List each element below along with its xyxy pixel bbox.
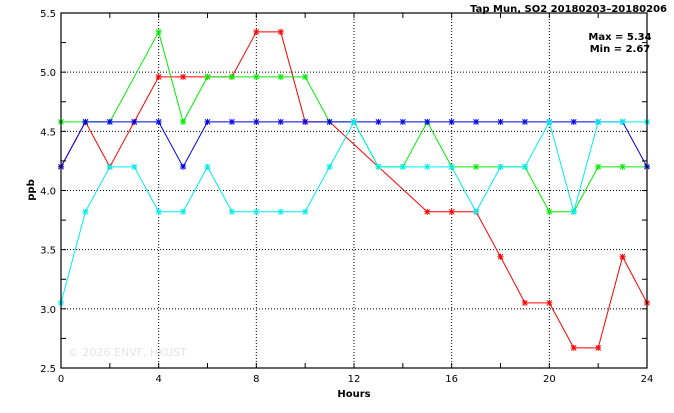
y-tick-label: 5.5 (40, 9, 56, 20)
y-axis-label: ppb (26, 179, 37, 200)
data-point-marker (326, 118, 333, 125)
data-point-marker (546, 299, 553, 306)
data-point-marker (473, 208, 480, 215)
x-tick-label: 8 (253, 374, 259, 385)
data-point-marker (302, 208, 309, 215)
data-point-marker (619, 253, 626, 260)
data-point-marker (595, 118, 602, 125)
data-point-marker (131, 118, 138, 125)
data-point-marker (277, 208, 284, 215)
data-point-marker (351, 118, 357, 125)
data-point-marker (399, 118, 406, 125)
data-point-marker (473, 118, 480, 125)
watermark: © 2026 ENVF, HKUST (68, 346, 187, 359)
data-point-marker (424, 208, 431, 215)
y-tick-label: 4.5 (40, 127, 56, 138)
x-tick-label: 20 (543, 374, 556, 385)
data-point-marker (82, 118, 89, 125)
y-tick-label: 2.5 (40, 364, 56, 375)
data-point-marker (204, 73, 211, 80)
x-tick-label: 12 (348, 374, 361, 385)
data-point-marker (521, 299, 528, 306)
data-point-marker (155, 73, 162, 80)
data-point-marker (155, 208, 162, 215)
x-tick-label: 16 (445, 374, 458, 385)
y-tick-label: 3.0 (40, 305, 56, 316)
data-point-marker (424, 118, 431, 125)
data-point-marker (180, 208, 187, 215)
data-point-marker (253, 73, 260, 80)
data-point-marker (228, 118, 235, 125)
plot-frame (60, 12, 648, 369)
data-point-marker (497, 253, 504, 260)
data-point-marker (277, 73, 284, 80)
data-point-marker (82, 208, 89, 215)
data-point-marker (375, 118, 382, 125)
x-axis-label: Hours (337, 389, 370, 400)
data-point-marker (228, 208, 235, 215)
x-tick-label: 4 (155, 374, 161, 385)
data-point-marker (546, 118, 553, 125)
x-tick-label: 24 (641, 374, 654, 385)
data-point-marker (570, 344, 577, 351)
data-point-marker (326, 163, 333, 170)
data-point-marker (302, 118, 309, 125)
data-point-marker (595, 344, 602, 351)
data-point-marker (399, 163, 406, 170)
data-point-marker (204, 163, 211, 170)
data-point-marker (619, 163, 626, 170)
data-point-marker (473, 163, 480, 170)
data-point-marker (595, 163, 602, 170)
data-point-marker (180, 118, 187, 125)
data-point-marker (228, 73, 235, 80)
data-point-marker (180, 73, 187, 80)
data-point-marker (277, 28, 284, 35)
min-annotation: Min = 2.67 (590, 44, 651, 55)
data-point-marker (131, 163, 138, 170)
data-point-marker (253, 118, 260, 125)
data-point-marker (497, 118, 504, 125)
data-point-marker (106, 118, 113, 125)
data-point-marker (204, 118, 211, 125)
data-point-marker (521, 118, 528, 125)
data-point-marker (253, 208, 260, 215)
data-point-marker (497, 163, 504, 170)
data-point-marker (155, 28, 162, 35)
y-tick-label: 4.0 (40, 187, 56, 198)
data-point-marker (448, 163, 455, 170)
data-point-marker (180, 163, 187, 170)
y-tick-label: 3.5 (40, 246, 56, 257)
data-point-marker (570, 118, 577, 125)
x-tick-label: 0 (58, 374, 64, 385)
data-point-marker (570, 208, 577, 215)
data-point-marker (546, 208, 553, 215)
series-line-4 (60, 120, 647, 304)
chart-title: Tap Mun, SO2 20180203–20180206 (470, 4, 667, 15)
data-point-marker (424, 163, 431, 170)
max-annotation: Max = 5.34 (588, 32, 651, 43)
y-tick-label: 5.0 (40, 68, 56, 79)
data-point-marker (448, 118, 455, 125)
data-point-marker (521, 163, 528, 170)
data-point-marker (448, 208, 455, 215)
data-point-marker (277, 118, 284, 125)
data-point-marker (375, 163, 382, 170)
data-point-marker (302, 73, 309, 80)
data-point-marker (619, 118, 626, 125)
data-point-marker (253, 28, 260, 35)
data-point-marker (155, 118, 162, 125)
data-point-marker (106, 163, 113, 170)
